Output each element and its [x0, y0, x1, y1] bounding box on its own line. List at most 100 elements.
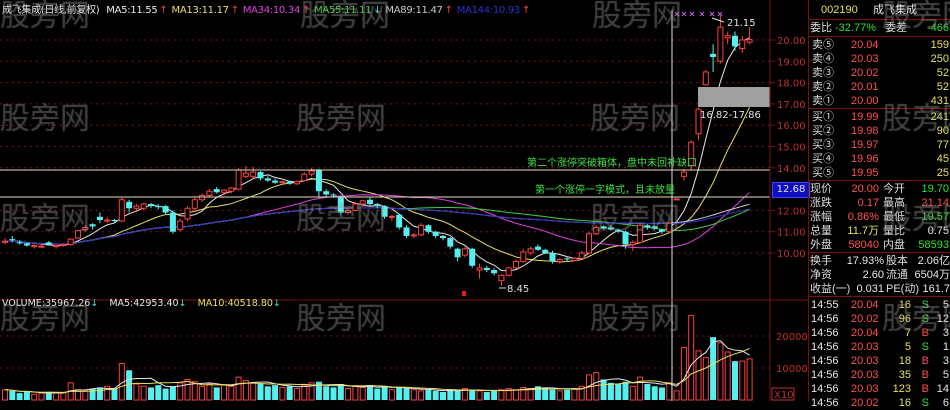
- candle-body: [469, 248, 476, 266]
- stock-name: 成飞集成: [873, 4, 917, 16]
- panel-divider: [809, 36, 950, 37]
- fundamental-label: 换手: [810, 255, 832, 267]
- trade-side: B: [921, 383, 929, 395]
- candle-body: [440, 235, 446, 239]
- volume-bar: [133, 383, 140, 401]
- candle: [381, 205, 388, 219]
- bid-label: 买④: [812, 153, 834, 165]
- candle-body: [242, 172, 249, 177]
- header-ma-list: MA5:11.55 ↑ MA13:11.17 ↑ MA34:10.34 ↑ MA55:11.…: [106, 5, 534, 16]
- candle-body: [586, 233, 592, 254]
- candle-body: [739, 39, 746, 50]
- fundamental-label: 股本: [886, 255, 908, 267]
- candle-body: [483, 267, 490, 271]
- weibi-label: 委比: [810, 22, 832, 34]
- volume-bar: [629, 385, 636, 401]
- candle: [593, 225, 600, 235]
- volume-bar: [148, 387, 154, 400]
- kline-chart[interactable]: 20.00 19.00 18.00 17.00 16.00 15.00 14.00 12.00…: [0, 0, 808, 401]
- candle: [67, 238, 74, 246]
- ask-label: 卖③: [812, 67, 834, 79]
- volume-bar: [491, 390, 498, 400]
- candle-body: [629, 241, 636, 245]
- volume-bar: [53, 392, 60, 401]
- candle-body: [571, 257, 578, 261]
- volume-ma10: MA10:40518.80↓: [198, 298, 285, 309]
- candle: [673, 198, 680, 201]
- candle: [250, 166, 257, 179]
- volume-bar: [440, 392, 446, 400]
- trade-row: 14:56 20.02 96 S 12: [809, 312, 950, 326]
- candle: [315, 168, 322, 198]
- trade-count: 6: [942, 397, 949, 409]
- candle: [53, 244, 60, 249]
- trade-row: 14:56 20.03 123 B 14: [809, 382, 950, 396]
- volume-bar: [235, 376, 242, 401]
- ask-label: 卖⑤: [812, 39, 834, 51]
- trade-row: 14:55 20.04 16 S 5: [809, 298, 950, 312]
- volume-bar: [673, 390, 680, 401]
- bid-price: 19.98: [851, 125, 879, 137]
- volume-bar: [206, 383, 213, 401]
- candle-body: [111, 219, 118, 222]
- candle: [111, 218, 118, 224]
- volume-bar: [688, 314, 695, 401]
- candle-body: [367, 199, 373, 205]
- volume-bar: [410, 389, 417, 401]
- ask-price: 20.04: [851, 39, 879, 51]
- trade-count: 3: [942, 355, 949, 367]
- candle-body: [564, 258, 571, 260]
- chart-header: 成飞集成(日线,前复权) MA5:11.55 ↑ MA13:11.17 ↑ MA34:1…: [2, 1, 538, 16]
- volume-bar: [388, 389, 395, 401]
- candle: [177, 218, 184, 232]
- stat-label: 量比: [883, 225, 905, 237]
- candle-body: [53, 245, 60, 248]
- candle-body: [228, 187, 235, 192]
- candle: [505, 266, 512, 277]
- stock-code: 002190: [821, 4, 858, 16]
- fundamental-value: 0.031: [856, 283, 884, 295]
- candle-body: [162, 206, 169, 213]
- candle-body: [542, 249, 549, 253]
- candle-body: [250, 171, 257, 177]
- candle: [746, 27, 753, 45]
- signal-marker-icon: [717, 11, 723, 17]
- candle: [425, 224, 432, 234]
- candle-body: [447, 238, 454, 247]
- trade-side: S: [921, 299, 929, 311]
- trade-time: 14:56: [811, 355, 839, 367]
- bid-label: 买②: [812, 125, 834, 137]
- fundamental-value: 161.7: [922, 283, 950, 295]
- volume-bar: [695, 350, 702, 401]
- candle: [432, 230, 439, 239]
- bid-row: 买② 19.98 90: [809, 124, 950, 138]
- volume-unit: X10: [774, 390, 794, 401]
- candle-body: [82, 226, 89, 231]
- fundamental-value: 2.06亿: [917, 255, 950, 267]
- candle: [345, 208, 352, 215]
- signal-marker-shape: [681, 11, 687, 17]
- trade-time: 14:56: [811, 369, 839, 381]
- candle: [410, 232, 417, 239]
- candle-body: [9, 239, 16, 241]
- stat-row: 涨跌 0.17 最高 21.14: [809, 196, 950, 210]
- candle: [199, 193, 206, 202]
- candle: [133, 204, 140, 211]
- fundamental-row: 净资 2.60 流通 6504万: [809, 268, 950, 282]
- candle: [191, 197, 198, 211]
- candle-body: [96, 216, 103, 220]
- trade-price: 20.03: [851, 369, 879, 381]
- stat-row: 外盘 58040 内盘 58593: [809, 238, 950, 252]
- candle-body: [549, 253, 556, 262]
- signal-marker-shape: [717, 11, 723, 17]
- candle: [38, 244, 45, 248]
- signal-marker-icon: [709, 11, 715, 17]
- ask-label: 卖②: [812, 81, 834, 93]
- volume-axis-label: 20000: [776, 332, 808, 343]
- candle: [337, 195, 344, 215]
- candle-body: [498, 274, 505, 282]
- price-axis-label: 15.00: [777, 143, 806, 154]
- trade-row: 14:56 20.03 35 B 5: [809, 368, 950, 382]
- candle-body: [126, 201, 133, 209]
- volume-bar: [702, 357, 709, 401]
